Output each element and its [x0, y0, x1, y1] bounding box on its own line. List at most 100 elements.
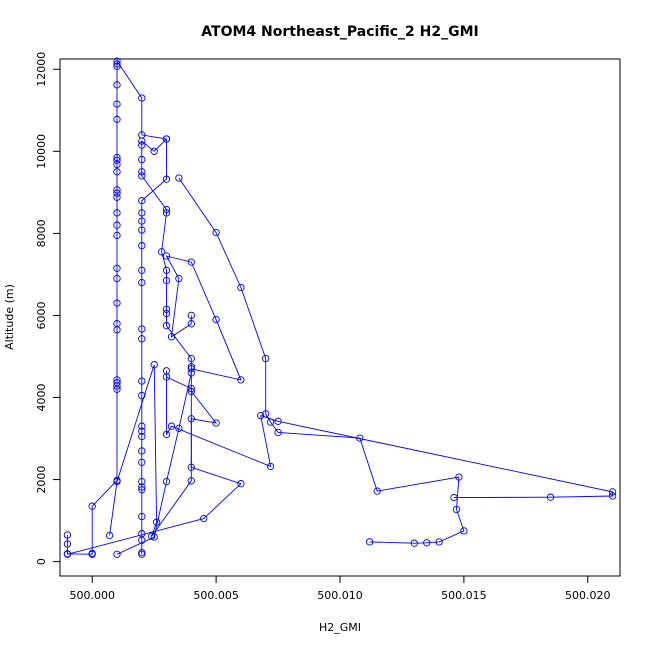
data-point: [113, 231, 121, 240]
x-axis: 500.000 500.005 500.010 500.015 500.020: [69, 575, 611, 602]
data-point: [356, 434, 364, 442]
data-point: [212, 315, 220, 324]
x-tick-label: 500.000: [69, 589, 115, 602]
data-point: [167, 422, 176, 430]
y-axis-label: Altitude (m): [3, 284, 16, 350]
data-point: [138, 512, 146, 521]
data-point: [88, 502, 96, 510]
data-point: [546, 493, 555, 501]
data-point: [138, 447, 146, 455]
data-point: [162, 276, 171, 285]
data-point: [138, 432, 146, 441]
data-point: [138, 477, 146, 486]
data-point: [162, 209, 171, 217]
data-point: [105, 531, 114, 540]
data-point: [162, 305, 171, 313]
data-point: [138, 278, 146, 287]
data-point: [148, 532, 156, 540]
data-point: [63, 531, 72, 539]
data-point: [274, 428, 282, 437]
chart-title: ATOM4 Northeast_Pacific_2 H2_GMI: [201, 24, 478, 40]
data-point: [113, 550, 121, 558]
data-point: [187, 365, 195, 373]
data-point: [113, 186, 121, 194]
data-point: [113, 379, 121, 387]
data-point: [138, 226, 146, 234]
series-line: [66, 59, 167, 555]
data-point: [167, 333, 176, 341]
data-point: [266, 462, 275, 471]
data-point: [162, 205, 171, 214]
data-point: [162, 477, 171, 486]
y-tick-label: 2000: [35, 466, 48, 494]
series-line: [109, 255, 242, 537]
y-tick-label: 0: [35, 558, 48, 565]
data-point: [138, 391, 146, 400]
data-point: [63, 540, 72, 548]
data-point: [257, 411, 265, 420]
y-tick-label: 8000: [35, 219, 48, 247]
data-point: [187, 354, 195, 363]
data-point: [435, 538, 443, 546]
data-point: [175, 274, 183, 283]
data-point: [138, 550, 146, 558]
data-point: [113, 115, 121, 123]
data-point: [113, 100, 121, 108]
x-tick-label: 500.010: [317, 589, 363, 602]
data-point: [138, 335, 146, 343]
y-tick-label: 10000: [35, 134, 48, 169]
series-line: [178, 177, 465, 544]
data-point: [113, 209, 121, 217]
data-point: [150, 361, 158, 369]
data-point: [162, 309, 171, 318]
data-point: [237, 376, 245, 384]
data-point: [113, 274, 121, 283]
data-point: [113, 153, 121, 162]
data-point: [113, 320, 121, 328]
data-point: [138, 172, 146, 180]
series-line: [116, 138, 192, 555]
data-point: [138, 536, 146, 544]
x-tick-label: 500.020: [565, 589, 611, 602]
data-point: [162, 135, 171, 143]
data-point: [113, 264, 121, 272]
data-point: [138, 209, 146, 217]
data-point: [138, 422, 146, 430]
data-point: [200, 514, 208, 523]
data-point: [262, 354, 270, 363]
data-point: [138, 94, 146, 102]
data-point: [608, 488, 617, 496]
data-point: [152, 518, 161, 526]
data-point: [138, 325, 146, 333]
data-point: [138, 168, 146, 176]
data-point: [187, 320, 195, 328]
y-tick-label: 12000: [35, 52, 48, 87]
data-point: [187, 477, 195, 485]
data-point: [162, 252, 171, 260]
data-point: [373, 487, 381, 495]
data-point: [162, 367, 171, 375]
data-point: [113, 376, 121, 384]
x-tick-label: 500.005: [193, 589, 239, 602]
data-point: [212, 228, 220, 237]
data-point: [187, 463, 195, 471]
data-point: [113, 62, 121, 71]
data-point: [452, 505, 461, 514]
data-point: [212, 419, 220, 427]
data-point: [138, 266, 146, 274]
data-point: [113, 189, 121, 197]
data-point: [187, 311, 195, 320]
x-tick-label: 500.015: [441, 589, 487, 602]
series-points: [63, 57, 617, 558]
data-point: [608, 492, 617, 500]
data-point: [274, 417, 282, 425]
data-point: [138, 137, 146, 145]
data-point: [175, 174, 183, 182]
data-point: [175, 424, 183, 432]
data-point: [455, 473, 463, 481]
data-point: [63, 550, 72, 558]
data-point: [113, 193, 121, 201]
data-point: [138, 486, 146, 494]
